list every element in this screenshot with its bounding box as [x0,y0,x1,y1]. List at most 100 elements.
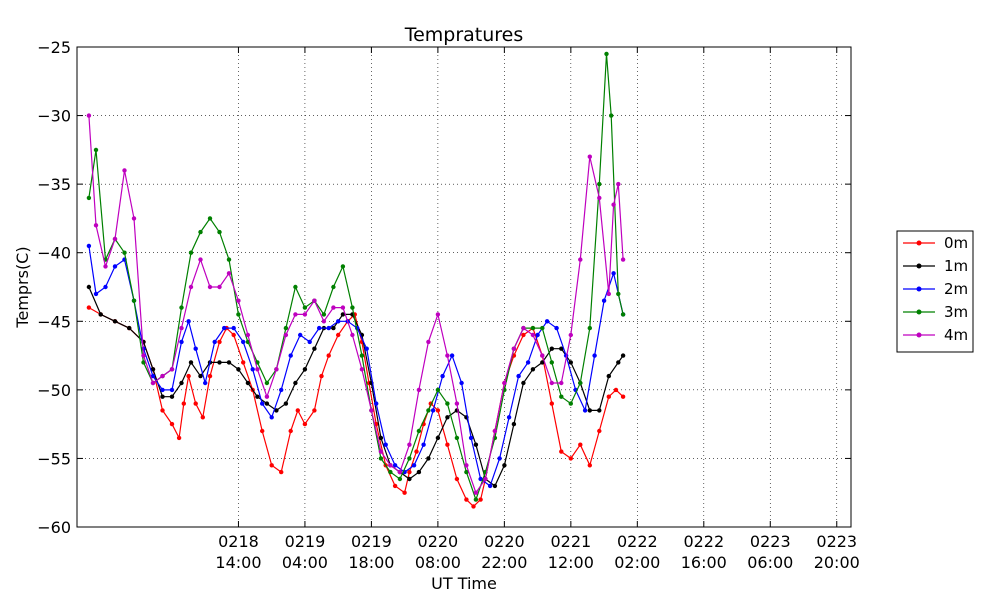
data-point [473,490,479,495]
series-line-2m [88,245,624,487]
data-point [321,319,327,324]
data-point [611,202,616,207]
data-point [150,373,156,379]
data-point [416,469,422,475]
y-tick-label: −50 [37,381,71,400]
x-tick-label-time: 18:00 [348,553,394,572]
data-point [392,483,398,489]
data-point [397,476,403,482]
data-point [169,394,175,399]
data-point [160,387,165,393]
data-point [473,497,479,502]
data-point [435,408,441,413]
data-point [283,332,289,338]
data-point [312,346,317,351]
data-point [131,216,137,221]
x-tick-label-time: 04:00 [282,553,328,572]
x-tick-label-time: 22:00 [481,553,527,572]
data-point [497,456,502,461]
data-point [478,476,483,482]
data-point [122,250,127,255]
data-point [241,360,246,365]
data-point [141,353,146,358]
data-point [597,195,602,201]
data-point [169,387,175,393]
data-point [606,291,611,297]
data-point [279,387,284,393]
x-tick-label-time: 16:00 [681,553,727,572]
data-point [397,469,403,475]
data-point [549,346,554,351]
data-point [150,380,156,386]
data-point [188,284,194,290]
data-point [392,463,398,468]
data-point [293,312,298,317]
data-point [179,380,184,386]
data-point [578,442,583,447]
data-point [86,195,92,201]
data-point [288,428,293,434]
data-point [302,367,308,372]
data-point [122,168,127,173]
data-point [160,373,165,379]
legend-label-4m: 4m [944,326,968,344]
data-point [378,449,384,454]
data-point [426,408,431,413]
data-point [245,332,251,338]
data-point [616,291,621,297]
data-point [369,408,374,413]
data-point [445,401,450,406]
grid-lines [77,47,851,527]
legend-marker-1m [916,263,922,269]
data-point [521,332,526,338]
axes: −60 −55 −50 −45 −40 −35 −30 −25 0218 14:00 0219 04:… [37,38,860,572]
data-point [226,257,232,262]
data-point [473,442,479,447]
legend-marker-4m [916,332,922,338]
data-point [236,312,241,317]
data-point [255,394,260,399]
data-point [217,284,222,290]
data-point [402,490,407,495]
data-point [597,181,602,187]
data-point [411,463,417,468]
y-axis-label: Temprs(C) [13,246,32,328]
y-tick-label: −40 [37,244,71,263]
data-point [169,367,175,372]
data-point [331,284,336,290]
data-point [264,394,270,399]
data-point [540,360,545,365]
data-point [454,476,460,482]
data-point [302,421,308,427]
data-point [530,332,536,338]
data-point [198,373,203,379]
data-point [609,113,614,118]
data-point [445,353,450,358]
data-point [435,312,441,317]
x-tick-label-time: 14:00 [215,553,261,572]
data-point [226,360,232,365]
data-point [578,380,583,386]
data-point [93,223,99,228]
data-point [445,415,450,420]
data-point [179,325,184,331]
data-point [374,401,379,406]
data-point [616,181,621,187]
data-point [198,257,203,262]
data-point [217,229,222,235]
data-point [559,346,564,351]
data-point [207,284,213,290]
data-point [302,305,308,310]
data-point [468,435,474,441]
data-point [340,264,346,269]
data-point [112,264,118,269]
data-point [606,373,611,379]
data-point [331,305,336,310]
data-point [620,312,626,317]
x-tick-label-date: 0223 [816,532,857,551]
data-point [321,312,327,317]
data-point [264,380,270,386]
data-point [331,325,336,331]
x-tick-label-date: 0220 [418,532,459,551]
data-point [511,346,517,351]
